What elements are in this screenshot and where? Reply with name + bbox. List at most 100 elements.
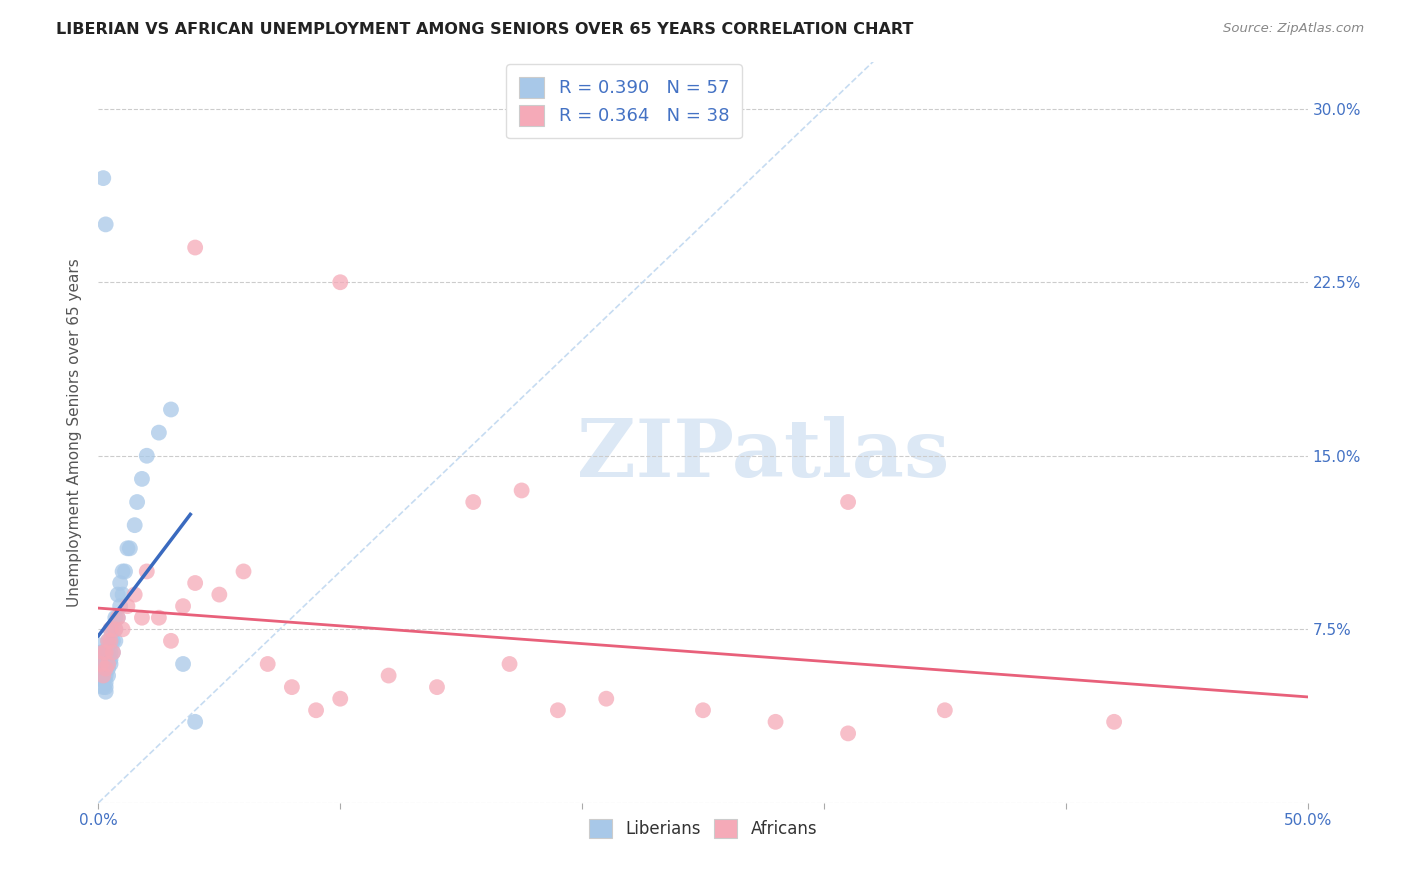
Point [97, 657, 120, 671]
Point [127, 495, 149, 509]
Point [692, 703, 714, 717]
Point [91, 668, 114, 682]
Point [108, 576, 131, 591]
Point [135, 565, 157, 579]
Point [1102, 714, 1125, 729]
Point [90, 657, 112, 671]
Point [100, 645, 122, 659]
Point [94, 668, 117, 682]
Point [91, 645, 114, 659]
Point [498, 657, 520, 671]
Point [148, 425, 170, 440]
Point [104, 622, 127, 636]
Point [135, 449, 157, 463]
Point [111, 565, 134, 579]
Point [117, 541, 139, 556]
Point [94, 652, 117, 666]
Point [108, 599, 131, 614]
Point [94, 662, 117, 676]
Point [184, 714, 207, 729]
Point [90, 645, 112, 659]
Point [148, 610, 170, 624]
Point [117, 599, 139, 614]
Point [111, 622, 134, 636]
Point [91, 645, 114, 659]
Point [94, 685, 117, 699]
Point [90, 662, 112, 676]
Point [100, 622, 122, 636]
Point [104, 633, 127, 648]
Point [90, 668, 112, 682]
Point [90, 652, 112, 666]
Point [100, 633, 122, 648]
Point [463, 495, 485, 509]
Point [107, 610, 129, 624]
Point [94, 645, 117, 659]
Point [172, 657, 194, 671]
Point [160, 402, 183, 417]
Point [97, 652, 120, 666]
Point [90, 657, 112, 671]
Point [91, 680, 114, 694]
Point [94, 675, 117, 690]
Point [100, 622, 122, 636]
Point [91, 652, 114, 666]
Point [100, 652, 122, 666]
Point [91, 662, 114, 676]
Point [107, 610, 129, 624]
Point [184, 576, 207, 591]
Point [97, 645, 120, 659]
Point [101, 645, 124, 659]
Point [94, 218, 117, 232]
Point [124, 588, 146, 602]
Point [208, 588, 231, 602]
Point [97, 657, 120, 671]
Point [97, 668, 120, 682]
Text: ZIPatlas: ZIPatlas [578, 416, 949, 494]
Point [101, 622, 124, 636]
Point [90, 639, 112, 653]
Point [131, 610, 153, 624]
Point [107, 588, 129, 602]
Point [111, 588, 134, 602]
Point [118, 541, 141, 556]
Point [837, 726, 859, 740]
Point [184, 240, 207, 255]
Point [91, 668, 114, 682]
Point [94, 662, 117, 676]
Point [91, 171, 114, 186]
Point [232, 565, 254, 579]
Point [101, 633, 124, 648]
Point [131, 472, 153, 486]
Point [104, 610, 127, 624]
Point [94, 657, 117, 671]
Point [377, 668, 399, 682]
Point [100, 657, 122, 671]
Point [97, 662, 120, 676]
Point [934, 703, 956, 717]
Point [91, 657, 114, 671]
Point [100, 633, 122, 648]
Text: Source: ZipAtlas.com: Source: ZipAtlas.com [1223, 22, 1364, 36]
Legend: Liberians, Africans: Liberians, Africans [581, 810, 825, 847]
Point [114, 565, 136, 579]
Text: LIBERIAN VS AFRICAN UNEMPLOYMENT AMONG SENIORS OVER 65 YEARS CORRELATION CHART: LIBERIAN VS AFRICAN UNEMPLOYMENT AMONG S… [56, 22, 914, 37]
Point [94, 645, 117, 659]
Point [160, 633, 183, 648]
Point [104, 622, 127, 636]
Y-axis label: Unemployment Among Seniors over 65 years: Unemployment Among Seniors over 65 years [67, 259, 83, 607]
Point [97, 633, 120, 648]
Point [329, 275, 352, 289]
Point [97, 633, 120, 648]
Point [426, 680, 449, 694]
Point [837, 495, 859, 509]
Point [256, 657, 278, 671]
Point [91, 673, 114, 688]
Point [124, 518, 146, 533]
Point [547, 703, 569, 717]
Point [305, 703, 328, 717]
Point [172, 599, 194, 614]
Point [329, 691, 352, 706]
Point [510, 483, 533, 498]
Point [595, 691, 617, 706]
